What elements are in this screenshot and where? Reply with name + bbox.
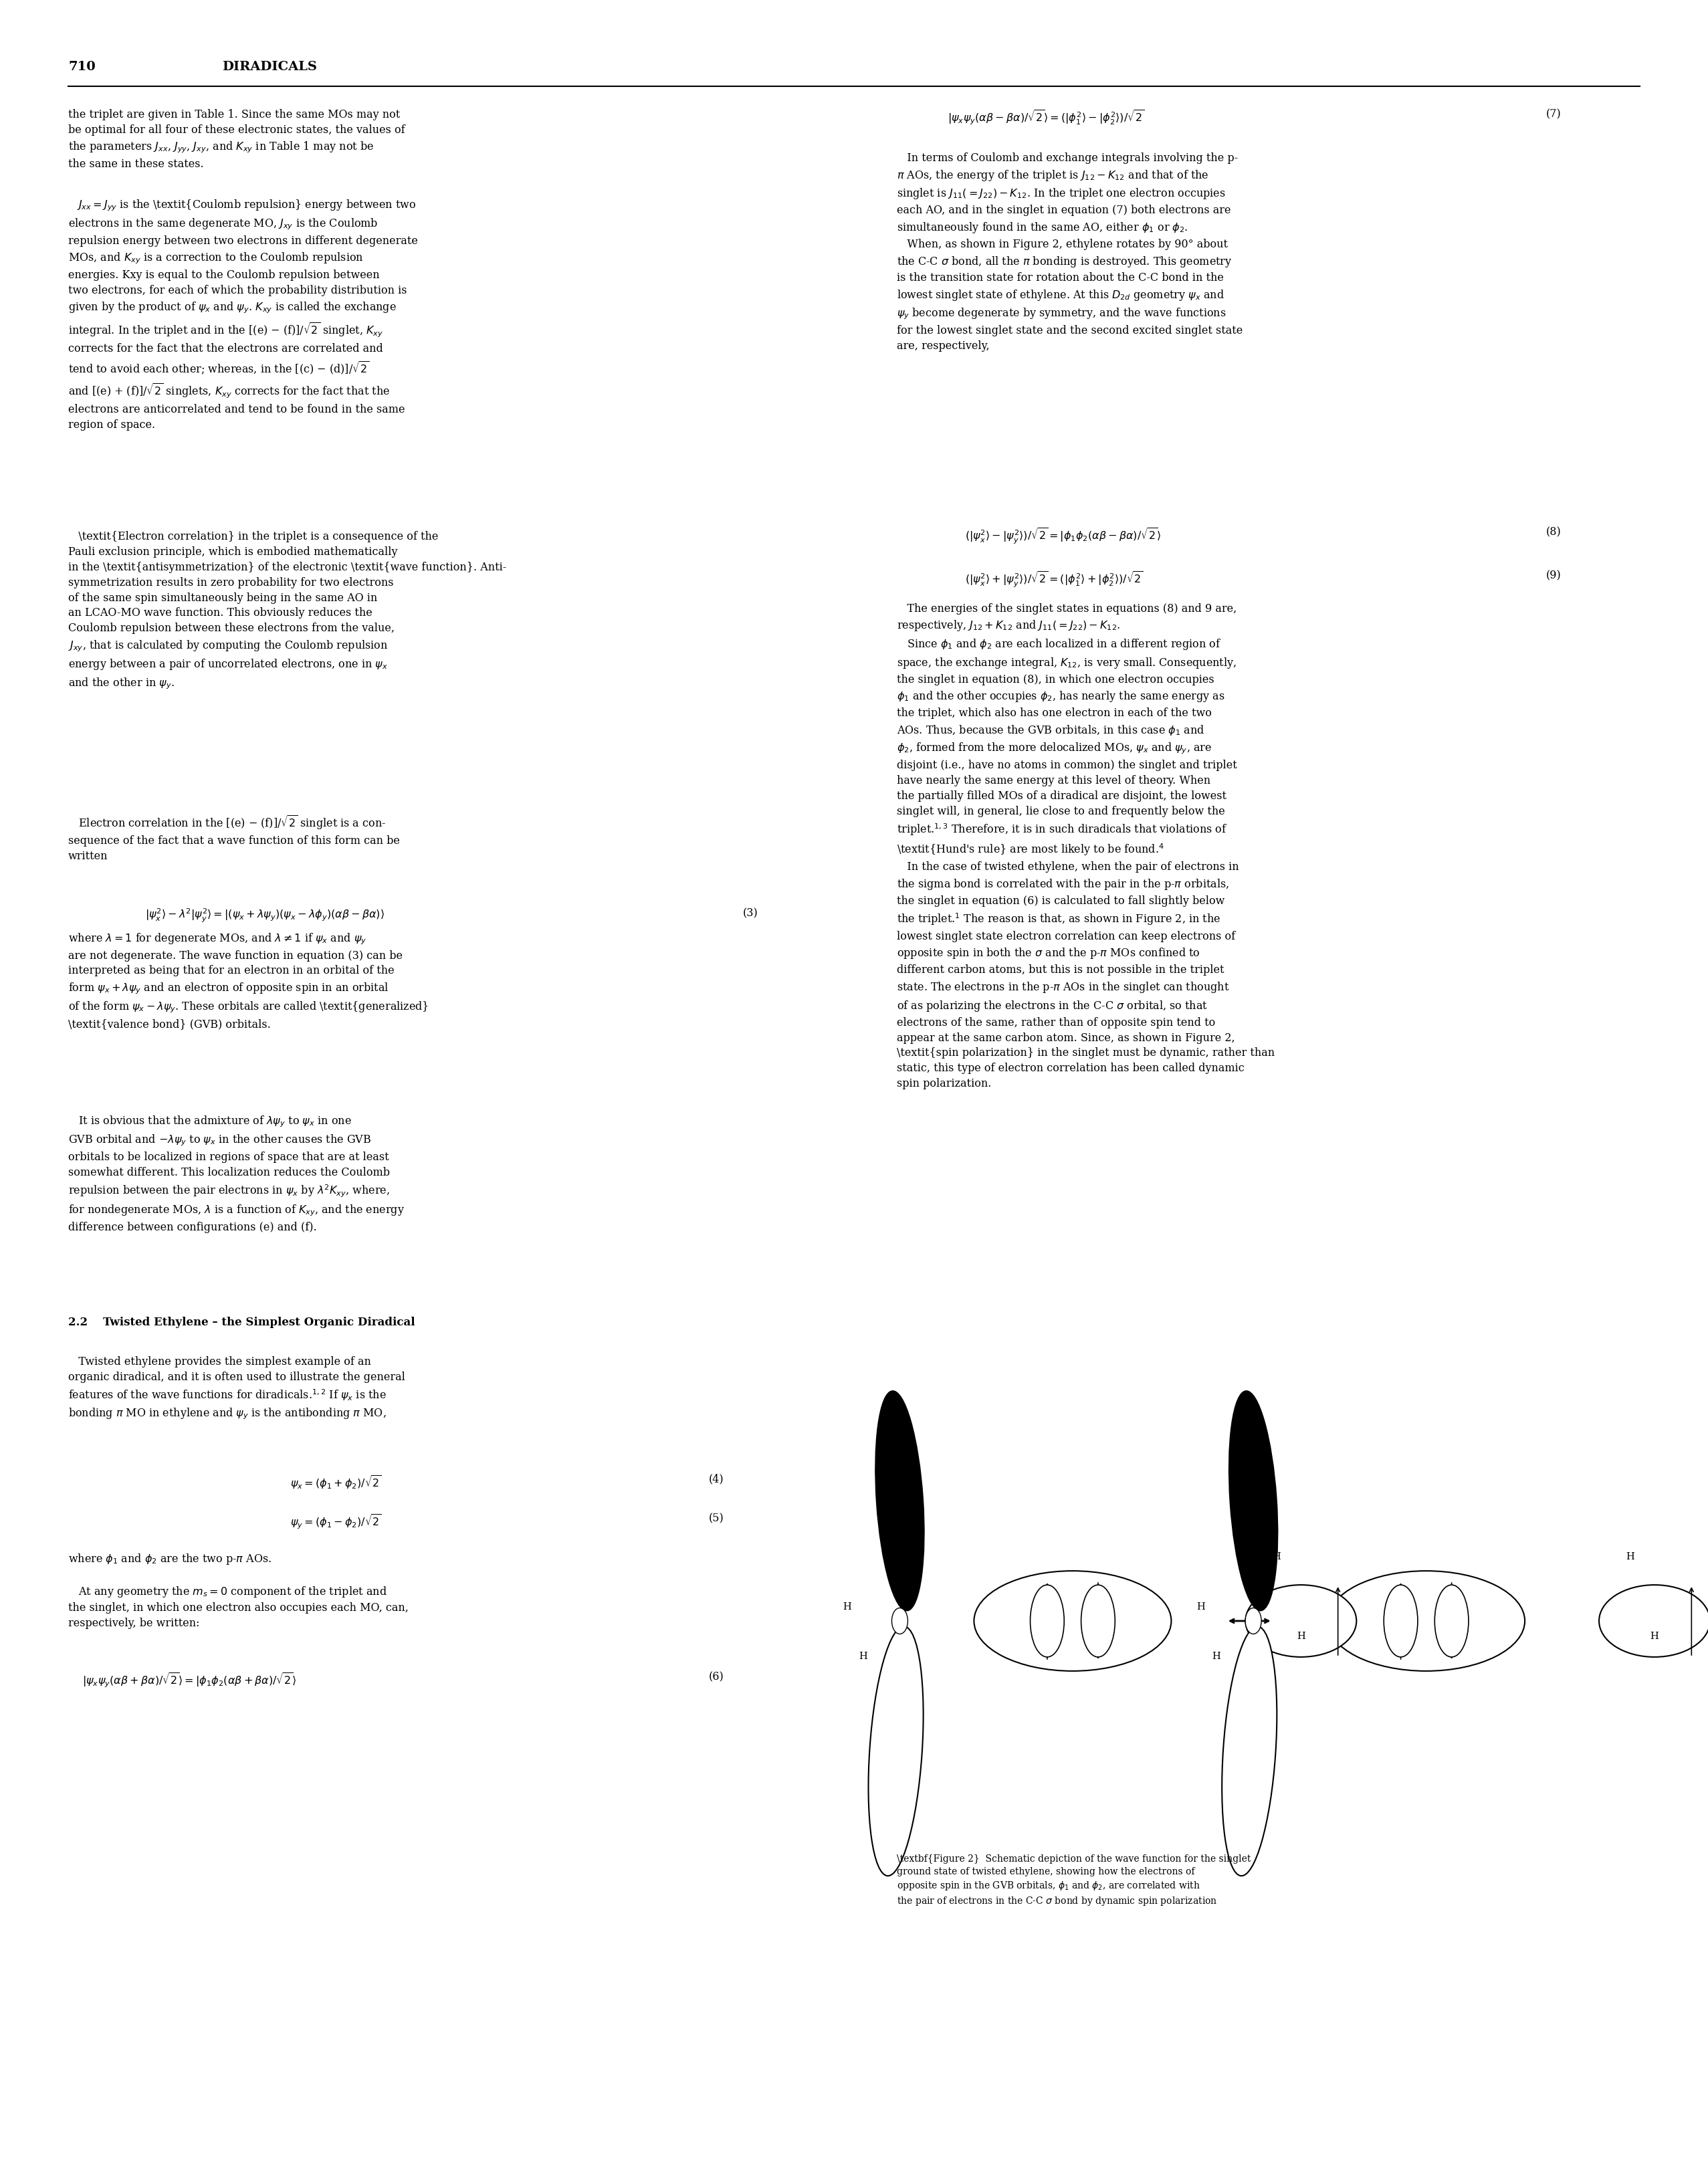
Text: 2.2    Twisted Ethylene – the Simplest Organic Diradical: 2.2 Twisted Ethylene – the Simplest Orga… xyxy=(68,1316,415,1327)
Text: $\psi_y = (\phi_1 - \phi_2)/\sqrt{2}$: $\psi_y = (\phi_1 - \phi_2)/\sqrt{2}$ xyxy=(290,1512,383,1530)
Text: $|\psi_x^2\rangle - \lambda^2|\psi_y^2\rangle = |(\psi_x + \lambda\psi_y)(\psi_x: $|\psi_x^2\rangle - \lambda^2|\psi_y^2\r… xyxy=(145,907,384,925)
Text: Twisted ethylene provides the simplest example of an
organic diradical, and it i: Twisted ethylene provides the simplest e… xyxy=(68,1356,405,1421)
Ellipse shape xyxy=(1081,1584,1115,1658)
Text: where $\lambda = 1$ for degenerate MOs, and $\lambda \neq 1$ if $\psi_x$ and $\p: where $\lambda = 1$ for degenerate MOs, … xyxy=(68,931,429,1029)
Ellipse shape xyxy=(1327,1571,1525,1671)
Text: $(|\psi_x^2\rangle - |\psi_y^2\rangle)/\sqrt{2} = |\phi_1\phi_2(\alpha\beta - \b: $(|\psi_x^2\rangle - |\psi_y^2\rangle)/\… xyxy=(965,527,1161,546)
Ellipse shape xyxy=(1245,1608,1261,1634)
Text: (6): (6) xyxy=(709,1671,724,1682)
Text: \textit{Electron correlation} in the triplet is a consequence of the
Pauli exclu: \textit{Electron correlation} in the tri… xyxy=(68,531,507,690)
Ellipse shape xyxy=(1435,1584,1469,1658)
Text: \textbf{Figure 2}  Schematic depiction of the wave function for the singlet
grou: \textbf{Figure 2} Schematic depiction of… xyxy=(897,1854,1250,1906)
Text: $|\psi_x\psi_y(\alpha\beta - \beta\alpha)/\sqrt{2}\rangle = (|\phi_1^2\rangle - : $|\psi_x\psi_y(\alpha\beta - \beta\alpha… xyxy=(948,109,1144,126)
Text: H: H xyxy=(1213,1652,1221,1660)
Ellipse shape xyxy=(1030,1584,1064,1658)
Ellipse shape xyxy=(974,1571,1172,1671)
Text: H: H xyxy=(1272,1551,1281,1560)
Text: where $\phi_1$ and $\phi_2$ are the two p-$\pi$ AOs.: where $\phi_1$ and $\phi_2$ are the two … xyxy=(68,1551,272,1565)
Text: H: H xyxy=(844,1602,852,1610)
Text: (9): (9) xyxy=(1546,570,1561,581)
Ellipse shape xyxy=(892,1608,907,1634)
Ellipse shape xyxy=(1383,1584,1418,1658)
Text: DIRADICALS: DIRADICALS xyxy=(222,61,318,74)
Text: The energies of the singlet states in equations (8) and 9 are,
respectively, $J_: The energies of the singlet states in eq… xyxy=(897,603,1274,1088)
Text: $\psi_x = (\phi_1 + \phi_2)/\sqrt{2}$: $\psi_x = (\phi_1 + \phi_2)/\sqrt{2}$ xyxy=(290,1473,383,1491)
Ellipse shape xyxy=(1221,1628,1278,1876)
Text: In terms of Coulomb and exchange integrals involving the p-
$\pi$ AOs, the energ: In terms of Coulomb and exchange integra… xyxy=(897,152,1243,353)
Text: Electron correlation in the [(e) − (f)]/$\sqrt{2}$ singlet is a con-
sequence of: Electron correlation in the [(e) − (f)]/… xyxy=(68,814,400,862)
Ellipse shape xyxy=(1245,1584,1356,1658)
Text: H: H xyxy=(859,1652,868,1660)
Text: H: H xyxy=(1197,1602,1206,1610)
Ellipse shape xyxy=(876,1390,924,1610)
Text: (8): (8) xyxy=(1546,527,1561,537)
Text: It is obvious that the admixture of $\lambda\psi_y$ to $\psi_x$ in one
GVB orbit: It is obvious that the admixture of $\la… xyxy=(68,1114,405,1234)
Text: $(|\psi_x^2\rangle + |\psi_y^2\rangle)/\sqrt{2} = (|\phi_1^2\rangle + |\phi_2^2\: $(|\psi_x^2\rangle + |\psi_y^2\rangle)/\… xyxy=(965,570,1143,590)
Text: (7): (7) xyxy=(1546,109,1561,120)
Text: (4): (4) xyxy=(709,1473,724,1484)
Text: (3): (3) xyxy=(743,907,758,918)
Text: (5): (5) xyxy=(709,1512,724,1523)
Ellipse shape xyxy=(868,1628,924,1876)
Ellipse shape xyxy=(1230,1390,1278,1610)
Text: $|\psi_x\psi_y(\alpha\beta + \beta\alpha)/\sqrt{2}\rangle = |\phi_1\phi_2(\alpha: $|\psi_x\psi_y(\alpha\beta + \beta\alpha… xyxy=(82,1671,295,1689)
Text: H: H xyxy=(1650,1632,1658,1641)
Text: H: H xyxy=(1296,1632,1305,1641)
Text: the triplet are given in Table 1. Since the same MOs may not
be optimal for all : the triplet are given in Table 1. Since … xyxy=(68,109,405,170)
Ellipse shape xyxy=(1599,1584,1708,1658)
Text: At any geometry the $m_s = 0$ component of the triplet and
the singlet, in which: At any geometry the $m_s = 0$ component … xyxy=(68,1584,408,1628)
Text: H: H xyxy=(1626,1551,1635,1560)
Text: 710: 710 xyxy=(68,61,96,74)
Text: $J_{xx} = J_{yy}$ is the \textit{Coulomb repulsion} energy between two
electrons: $J_{xx} = J_{yy}$ is the \textit{Coulomb… xyxy=(68,198,418,431)
